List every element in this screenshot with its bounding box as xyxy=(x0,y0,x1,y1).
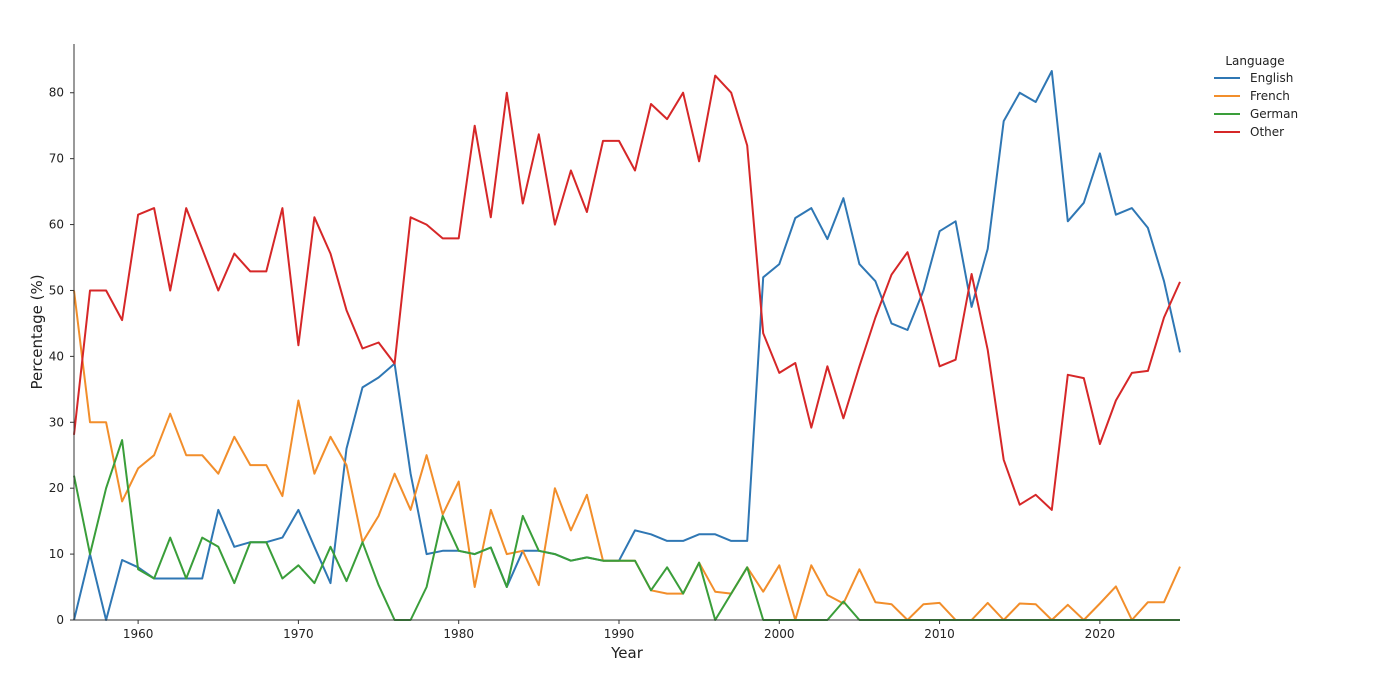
x-tick-label: 1990 xyxy=(604,627,635,641)
x-tick-label: 2000 xyxy=(764,627,795,641)
x-axis-title: Year xyxy=(610,644,644,662)
y-tick-label: 10 xyxy=(49,547,64,561)
x-tick-label: 1970 xyxy=(283,627,314,641)
y-tick-label: 80 xyxy=(49,86,64,100)
y-tick-label: 40 xyxy=(49,349,64,363)
x-axis-ticks: 1960 1970 1980 1990 2000 2010 2020 xyxy=(123,620,1115,641)
y-tick-label: 60 xyxy=(49,218,64,232)
series-line-english xyxy=(73,70,1181,621)
series-line-german xyxy=(73,439,1180,621)
y-tick-label: 20 xyxy=(49,481,64,495)
legend: Language English French German Other xyxy=(1214,54,1298,139)
y-tick-label: 70 xyxy=(49,152,64,166)
y-tick-label: 50 xyxy=(49,283,64,297)
x-tick-label: 1980 xyxy=(443,627,474,641)
y-axis-title: Percentage (%) xyxy=(28,274,46,389)
legend-label-other: Other xyxy=(1250,125,1284,139)
legend-label-english: English xyxy=(1250,71,1293,85)
series-layer xyxy=(73,70,1181,621)
series-line-other xyxy=(73,74,1181,511)
x-tick-label: 2020 xyxy=(1085,627,1116,641)
legend-label-french: French xyxy=(1250,89,1290,103)
y-axis-ticks: 0 10 20 30 40 50 60 70 80 xyxy=(49,86,74,627)
x-tick-label: 1960 xyxy=(123,627,154,641)
y-tick-label: 0 xyxy=(56,613,64,627)
x-tick-label: 2010 xyxy=(924,627,955,641)
legend-items: English French German Other xyxy=(1214,71,1298,139)
legend-label-german: German xyxy=(1250,107,1298,121)
y-tick-label: 30 xyxy=(49,415,64,429)
legend-title: Language xyxy=(1225,54,1284,68)
